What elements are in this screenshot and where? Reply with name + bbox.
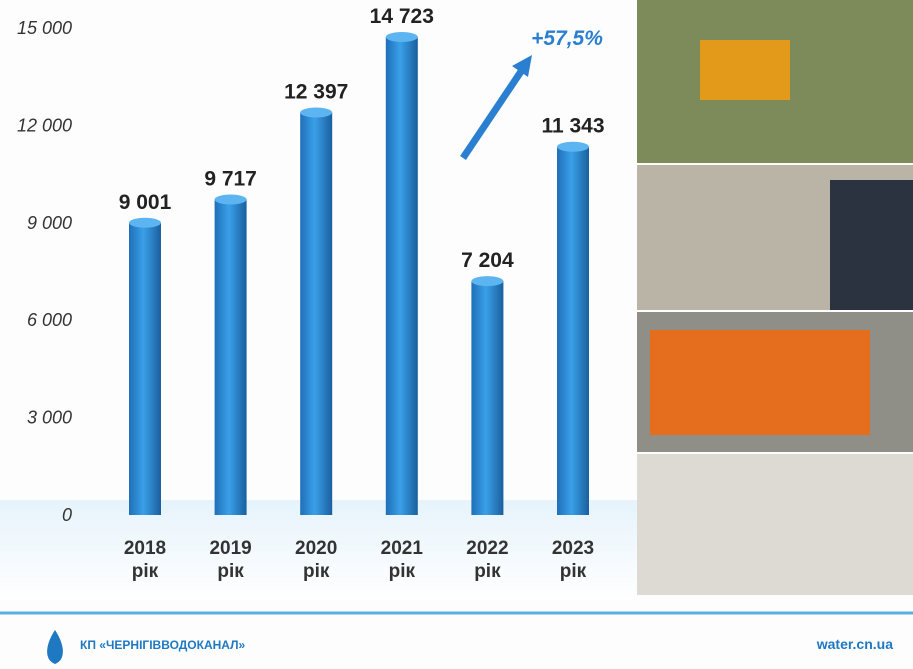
- bar-part: [300, 112, 333, 515]
- bar: [471, 276, 504, 515]
- bar: [300, 107, 333, 515]
- bar-part: [385, 36, 418, 516]
- y-tick-label: 15 000: [17, 18, 72, 38]
- value-label: 9 001: [119, 191, 172, 214]
- x-tick-label: 2022 рік: [466, 538, 509, 582]
- x-tick-label: 2018 рік: [123, 538, 167, 582]
- growth-arrow: [460, 68, 525, 160]
- bar-part: [300, 107, 333, 118]
- value-label: 12 397: [284, 81, 348, 104]
- photos: [637, 0, 913, 595]
- y-tick-label: 9 000: [27, 213, 72, 233]
- bar-part: [557, 146, 589, 516]
- bar-part: [385, 31, 418, 42]
- value-label: 7 204: [461, 249, 514, 272]
- bar-part: [129, 222, 161, 516]
- organization: КП «ЧЕРНІГІВВОДОКАНАЛ»: [80, 638, 246, 652]
- y-tick-label: 12 000: [17, 115, 72, 135]
- bar: [214, 194, 247, 515]
- value-label: 14 723: [370, 5, 434, 28]
- bar: [129, 217, 161, 516]
- x-tick-label: 2021 рік: [380, 538, 423, 582]
- y-tick-label: 6 000: [27, 310, 72, 330]
- x-tick-label: 2019 рік: [209, 538, 252, 582]
- arrow-head: [512, 55, 532, 77]
- logo: [47, 630, 63, 664]
- website: water.cn.ua: [816, 636, 893, 652]
- water-decoration: [0, 500, 637, 600]
- value-label: 9 717: [204, 168, 257, 191]
- annotation: +57,5%: [531, 27, 603, 50]
- bar-part: [471, 276, 504, 287]
- x-tick-label: 2020 рік: [295, 538, 338, 582]
- bar-part: [214, 199, 247, 515]
- bar-part: [471, 281, 504, 515]
- bar-part: [129, 217, 161, 228]
- bar: [557, 141, 589, 516]
- bar: [385, 31, 418, 516]
- bar-part: [557, 141, 589, 152]
- x-tick-label: 2023 рік: [551, 538, 595, 582]
- bar-part: [214, 194, 247, 205]
- y-tick-label: 0: [62, 505, 72, 525]
- value-label: 11 343: [541, 115, 604, 138]
- y-tick-label: 3 000: [27, 408, 72, 428]
